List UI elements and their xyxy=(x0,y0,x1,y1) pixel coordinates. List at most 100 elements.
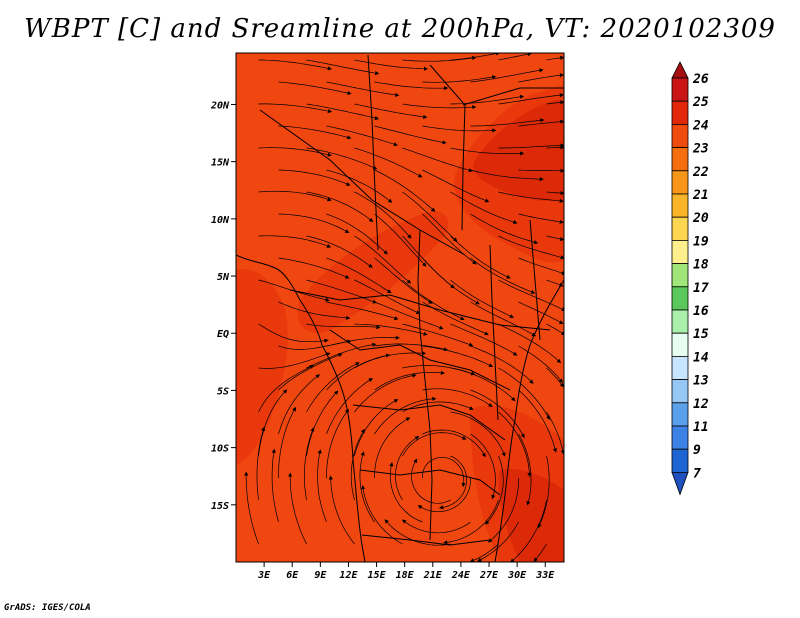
colorbar-label-22: 22 xyxy=(692,165,709,180)
streamline-128 xyxy=(354,399,399,457)
colorbar-swatch-13 xyxy=(671,355,689,380)
streamline-12 xyxy=(518,73,564,83)
border-south-3 xyxy=(361,534,491,546)
streamline-136 xyxy=(422,456,466,488)
streamline-65 xyxy=(374,257,433,304)
streamline-26 xyxy=(518,119,564,127)
y-tick-label-15S: 15S xyxy=(211,501,229,512)
y-tick-label-10N: 10N xyxy=(211,215,230,226)
colorbar-swatch-3 xyxy=(671,124,689,149)
colorbar-label-21: 21 xyxy=(692,188,709,203)
colorbar-top-arrow xyxy=(671,61,689,79)
streamline-43 xyxy=(306,191,374,223)
x-tick-label-12E: 12E xyxy=(339,570,358,581)
colorbar-label-18: 18 xyxy=(693,258,709,273)
streamline-42 xyxy=(258,190,332,202)
colorbar-swatch-12 xyxy=(671,332,689,357)
streamline-52 xyxy=(422,213,477,265)
streamline-90 xyxy=(546,323,564,336)
streamline-23 xyxy=(374,125,447,145)
streamline-16 xyxy=(354,103,428,119)
border-vertical-2 xyxy=(489,244,499,421)
streamline-51 xyxy=(374,213,427,267)
border-central-2 xyxy=(329,329,511,391)
wbpt-24c-region-southeast xyxy=(498,469,564,562)
streamline-120 xyxy=(326,378,373,435)
streamline-94 xyxy=(422,345,494,368)
colorbar-swatch-15 xyxy=(671,402,689,427)
streamline-131 xyxy=(485,455,504,525)
colorbar-label-20: 20 xyxy=(692,211,709,226)
streamline-112 xyxy=(258,365,314,413)
colorbar-label-24: 24 xyxy=(692,118,709,133)
map-plot-area xyxy=(236,53,564,562)
colorbar-label-19: 19 xyxy=(693,234,709,249)
colorbar-label-7: 7 xyxy=(693,466,701,481)
streamline-39 xyxy=(470,169,544,182)
border-north-4 xyxy=(462,87,564,106)
streamline-147 xyxy=(271,448,279,523)
streamline-63 xyxy=(278,257,350,279)
streamlines-200hpa xyxy=(244,53,564,562)
streamline-110 xyxy=(518,389,557,453)
colorbar-swatch-16 xyxy=(671,425,689,450)
y-tick-label-EQ: EQ xyxy=(217,329,229,340)
y-tick-label-5S: 5S xyxy=(217,386,229,397)
x-tick-label-18E: 18E xyxy=(396,570,415,581)
y-tick-label-20N: 20N xyxy=(210,100,230,111)
streamline-104 xyxy=(546,367,564,388)
streamline-122 xyxy=(422,429,486,458)
streamline-8 xyxy=(326,81,400,97)
streamline-46 xyxy=(450,191,518,224)
streamline-124 xyxy=(518,433,532,506)
border-north-3 xyxy=(429,64,466,231)
streamline-54 xyxy=(518,213,564,224)
x-axis: 3E 6E 9E 12E 15E 18E 21E 24E 27E 30E 33E xyxy=(257,562,555,581)
streamline-36 xyxy=(326,169,393,203)
streamline-88 xyxy=(450,323,518,356)
streamline-1 xyxy=(306,59,380,76)
streamline-74 xyxy=(450,279,514,318)
streamline-81 xyxy=(470,301,537,337)
streamline-143 xyxy=(395,436,420,501)
colorbar-swatch-9 xyxy=(671,263,689,288)
streamline-9 xyxy=(374,81,449,91)
streamline-89 xyxy=(498,323,562,364)
streamline-25 xyxy=(470,118,545,127)
streamline-95 xyxy=(470,345,534,384)
streamline-61 xyxy=(498,235,564,260)
streamline-113 xyxy=(306,362,360,413)
streamline-47 xyxy=(498,191,564,203)
colorbar-swatch-7 xyxy=(671,216,689,241)
streamline-151 xyxy=(401,519,471,534)
wbpt-24c-region-northeast xyxy=(473,100,564,202)
streamline-33 xyxy=(498,143,564,149)
streamline-2 xyxy=(354,59,428,71)
streamline-53 xyxy=(470,213,539,245)
border-vertical-3 xyxy=(529,219,541,341)
streamline-73 xyxy=(402,279,465,321)
colorbar-label-9: 9 xyxy=(693,443,701,458)
colorbar-label-15: 15 xyxy=(693,327,709,342)
x-tick-label-30E: 30E xyxy=(507,570,527,581)
streamline-138 xyxy=(488,478,519,543)
streamline-134 xyxy=(326,408,350,478)
streamline-72 xyxy=(354,279,421,315)
colorbar-label-11: 11 xyxy=(693,420,709,435)
streamline-82 xyxy=(518,301,564,325)
streamline-154 xyxy=(244,471,259,545)
grads-credit: GrADS: IGES/COLA xyxy=(4,603,91,613)
streamline-152 xyxy=(477,521,519,562)
streamline-76 xyxy=(546,279,564,287)
streamline-29 xyxy=(306,147,378,170)
streamline-19 xyxy=(498,93,564,105)
map-frame xyxy=(235,52,565,563)
streamline-79 xyxy=(374,301,444,330)
streamline-142 xyxy=(350,428,365,501)
streamline-141 xyxy=(304,427,315,501)
border-north-2 xyxy=(367,54,379,251)
streamline-75 xyxy=(498,279,564,312)
streamline-93 xyxy=(374,343,449,352)
streamline-118 xyxy=(546,411,564,455)
